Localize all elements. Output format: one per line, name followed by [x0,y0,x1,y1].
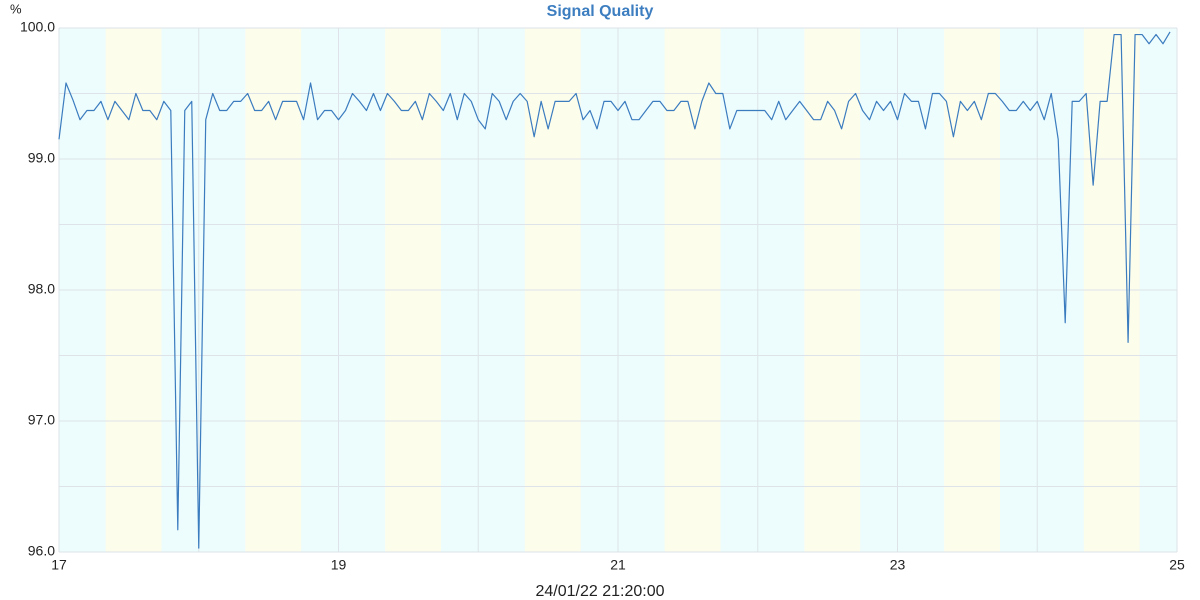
line [58,31,1171,549]
x-tick-label: 19 [331,557,347,573]
x-tick-label: 17 [51,557,67,573]
grid: 96.0 97.0 98.0 99.0 100.0 17 19 21 23 25 [20,19,1185,573]
x-tick-label: 21 [610,557,626,573]
y-tick-label: 98.0 [28,281,55,297]
y-unit: % [10,1,22,16]
x-tick-label: 25 [1169,557,1185,573]
x-axis-label: 24/01/22 21:20:00 [535,583,664,600]
plot [58,31,1171,549]
x-tick-label: 23 [890,557,906,573]
y-tick-label: 99.0 [28,150,55,166]
y-tick-label: 97.0 [28,412,55,428]
chart-title: Signal Quality [547,3,654,20]
y-tick-label: 100.0 [20,19,55,35]
y-tick-label: 96.0 [28,543,55,559]
